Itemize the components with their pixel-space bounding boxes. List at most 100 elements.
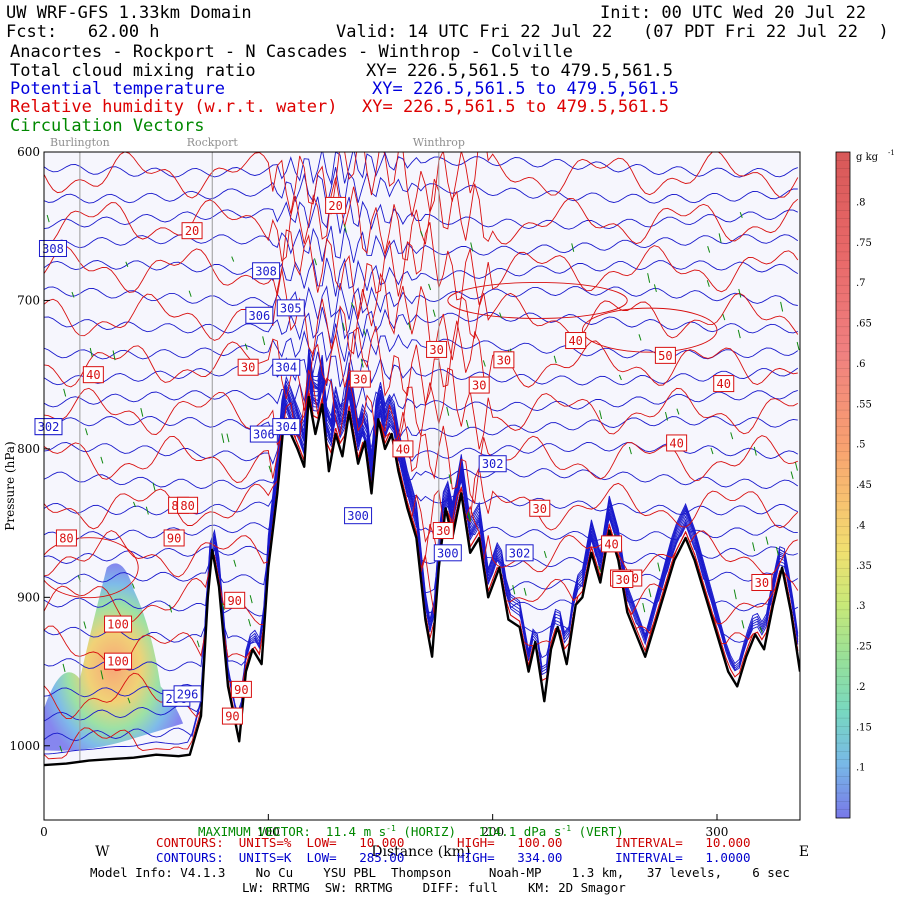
circulation-vector bbox=[71, 291, 75, 298]
colorbar-tick-label: .45 bbox=[856, 480, 872, 491]
colorbar-units-exp: -1 bbox=[888, 149, 895, 157]
theta-label-box bbox=[276, 299, 305, 317]
circulation-vector bbox=[571, 243, 575, 252]
y-tick-label: 700 bbox=[17, 293, 40, 307]
theta-label-text: 302 bbox=[482, 457, 504, 471]
rh-contour bbox=[44, 268, 799, 361]
circulation-vector bbox=[759, 626, 763, 633]
rh-label-box bbox=[224, 591, 246, 609]
model-title: UW WRF-GFS 1.33km Domain bbox=[6, 3, 252, 23]
rh-contour bbox=[44, 367, 799, 450]
circulation-vector bbox=[765, 536, 769, 545]
x-axis-label: Distance (km) bbox=[371, 844, 470, 860]
contour-layer bbox=[44, 152, 800, 820]
rh-contour-loop bbox=[44, 537, 139, 599]
circulation-vector bbox=[363, 329, 367, 337]
rh-label-box bbox=[565, 332, 587, 350]
rh-label-box bbox=[163, 529, 185, 547]
rh-label-text: 90 bbox=[225, 710, 239, 724]
circulation-vector bbox=[738, 288, 742, 298]
circulation-vector bbox=[62, 663, 66, 672]
model-info: Model Info: V4.1.3 No Cu YSU PBL Thompso… bbox=[90, 865, 790, 880]
cloud-colorbar: g kg -1 .1 .15 .2 .25 .3 .35 .4 .45 .5 .55 .6 .65 .7 .7… bbox=[835, 149, 895, 819]
rh-label-text: 30 bbox=[241, 361, 255, 375]
rh-label: 40 bbox=[565, 332, 587, 350]
circulation-vector bbox=[775, 546, 779, 556]
theta-contour bbox=[44, 225, 799, 263]
field-cloud-xy: XY= 226.5,561.5 to 479.5,561.5 bbox=[366, 61, 674, 81]
circulation-vector bbox=[85, 428, 88, 436]
circulation-vector bbox=[722, 313, 726, 321]
circulation-vector bbox=[468, 512, 471, 522]
colorbar-tick-label: .2 bbox=[856, 682, 866, 693]
east-label: E bbox=[799, 844, 809, 860]
field-theta-name: Potential temperature bbox=[10, 79, 225, 99]
terrain-line bbox=[44, 395, 800, 767]
theta-contour bbox=[44, 348, 799, 755]
rh-label-text: 40 bbox=[568, 334, 582, 348]
field-theta-xy: XY= 226.5,561.5 to 479.5,561.5 bbox=[372, 79, 680, 99]
rh-label: 90 bbox=[221, 707, 243, 725]
place-label: Burlington bbox=[50, 136, 110, 149]
rh-label-box bbox=[349, 370, 371, 388]
circulation-vector bbox=[262, 336, 266, 346]
theta-label: 304 bbox=[272, 358, 301, 376]
circulation-vector bbox=[420, 230, 424, 237]
physics-info: LW: RRTMG SW: RRTMG DIFF: full KM: 2D Sm… bbox=[242, 880, 626, 895]
theta-contour bbox=[44, 152, 798, 186]
circulation-vector bbox=[188, 290, 192, 297]
field-cloud-name: Total cloud mixing ratio bbox=[10, 61, 256, 81]
theta-label-text: 304 bbox=[275, 420, 297, 434]
circulation-vector bbox=[648, 588, 652, 598]
rh-label-box bbox=[666, 434, 688, 452]
theta-label-box bbox=[173, 685, 202, 703]
theta-label-box bbox=[344, 507, 373, 525]
rh-label: 40 bbox=[666, 434, 688, 452]
theta-label-box bbox=[245, 306, 274, 324]
circulation-vector bbox=[169, 604, 173, 613]
rh-label: 30 bbox=[493, 351, 515, 369]
circulation-vector bbox=[313, 258, 317, 266]
theta-label-box bbox=[272, 418, 301, 436]
circulation-vector bbox=[718, 233, 722, 243]
rh-label-box bbox=[104, 652, 133, 670]
x-tick-label: 0 bbox=[40, 825, 48, 839]
max-vector-label: MAXIMUM VECTOR: 11.4 m s-1 (HORIZ) 114.1… bbox=[198, 824, 624, 840]
rh-label-box bbox=[104, 615, 133, 633]
route-label: Anacortes - Rockport - N Cascades - Wint… bbox=[10, 42, 573, 62]
circulation-vector bbox=[446, 406, 450, 416]
theta-label-text: 300 bbox=[347, 509, 369, 523]
circulation-vector bbox=[432, 309, 436, 317]
circulation-vector bbox=[127, 697, 131, 704]
theta-contour bbox=[44, 305, 798, 344]
circulation-vector bbox=[647, 273, 651, 283]
circulation-vector bbox=[664, 411, 668, 421]
circulation-vector bbox=[482, 360, 486, 367]
rh-label: 20 bbox=[181, 222, 203, 240]
rh-label-box bbox=[432, 522, 454, 540]
rh-label: 40 bbox=[82, 366, 104, 384]
colorbar-tick-label: .8 bbox=[856, 197, 866, 208]
y-axis-label: Pressure (hPa) bbox=[3, 441, 17, 530]
rh-label-text: 80 bbox=[180, 499, 194, 513]
circulation-vector bbox=[131, 583, 135, 589]
theta-label: 304 bbox=[272, 418, 301, 436]
circulation-vector bbox=[599, 410, 603, 420]
theta-label: 302 bbox=[34, 418, 63, 436]
theta-label-box bbox=[38, 239, 67, 257]
theta-label-text: 304 bbox=[275, 361, 297, 375]
circulation-vector bbox=[598, 566, 602, 572]
rh-label-text: 30 bbox=[436, 524, 450, 538]
circulation-vector bbox=[737, 329, 741, 339]
theta-contour bbox=[44, 377, 799, 490]
rh-label: 30 bbox=[751, 573, 773, 591]
circulation-vector bbox=[152, 482, 156, 491]
circulation-vector bbox=[248, 618, 252, 627]
circulation-vector bbox=[794, 462, 798, 471]
rh-label: 80 bbox=[55, 529, 77, 547]
rh-label: 40 bbox=[392, 440, 414, 458]
circulation-vector bbox=[752, 542, 756, 552]
forecast-hour: Fcst: 62.00 h bbox=[6, 22, 160, 42]
